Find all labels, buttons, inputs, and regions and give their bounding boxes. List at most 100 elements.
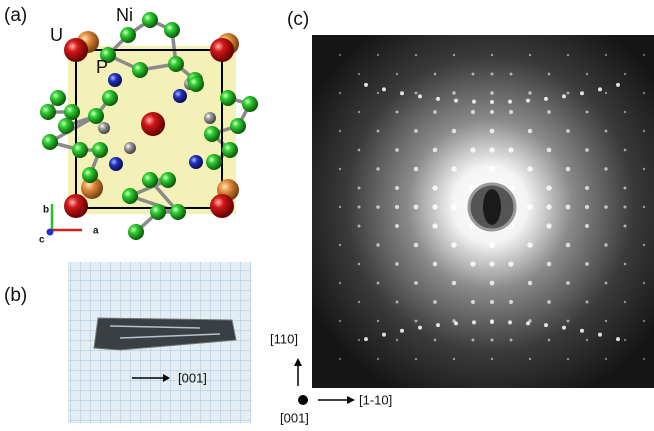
laue-spot — [436, 97, 440, 101]
laue-spot — [643, 358, 645, 360]
laue-spot — [547, 148, 552, 153]
laue-spot — [544, 97, 548, 101]
ni-atom — [188, 76, 204, 92]
laue-spot — [580, 329, 584, 333]
laue-spot — [395, 224, 399, 228]
p-atom — [108, 73, 122, 87]
ni-atom — [58, 118, 74, 134]
laue-spot — [414, 243, 419, 248]
laue-spot — [491, 54, 493, 56]
laue-spot — [472, 73, 475, 76]
laue-spot — [414, 205, 419, 210]
ni-atom — [122, 188, 138, 204]
laue-spot — [377, 54, 379, 56]
laue-spot — [585, 262, 589, 266]
laue-spot — [432, 223, 437, 228]
laue-spot — [624, 225, 627, 228]
ni-atom — [168, 56, 184, 72]
laue-spot — [527, 242, 533, 248]
laue-spot — [339, 206, 341, 208]
laue-spot — [643, 206, 645, 208]
laue-spot — [643, 92, 645, 94]
atom-label: P — [96, 57, 108, 77]
u-atom — [210, 194, 234, 218]
laue-spot — [358, 263, 361, 266]
direction-label: [110] — [270, 331, 298, 346]
laue-spot — [544, 323, 548, 327]
laue-spot — [489, 166, 495, 172]
laue-spot — [567, 54, 569, 56]
laue-spot — [451, 166, 457, 172]
ni-atom — [124, 142, 136, 154]
laue-spot — [395, 148, 399, 152]
laue-spot — [490, 281, 495, 286]
direction-label: [001] — [178, 370, 207, 385]
atom-label: U — [50, 25, 63, 45]
laue-spot — [624, 111, 626, 113]
laue-spot — [624, 187, 627, 190]
laue-spot — [339, 244, 341, 246]
laue-spot — [562, 94, 566, 98]
laue-spot — [339, 54, 341, 56]
laue-spot — [395, 205, 399, 209]
p-atom — [189, 155, 203, 169]
atom-label: Ni — [116, 5, 133, 25]
beam-stop-core — [483, 189, 501, 225]
laue-spot — [624, 73, 626, 75]
laue-spot — [471, 110, 475, 114]
laue-spot — [529, 54, 531, 56]
laue-spot — [396, 339, 398, 341]
laue-spot — [643, 130, 645, 132]
laue-spot — [491, 73, 494, 76]
laue-spot — [339, 358, 341, 360]
laue-spot — [605, 282, 608, 285]
laue-spot — [643, 54, 645, 56]
laue-spot — [432, 185, 437, 190]
ni-atom — [40, 104, 56, 120]
ni-atom — [220, 90, 236, 106]
laue-spot — [376, 167, 379, 170]
laue-spot — [491, 358, 493, 360]
laue-spot — [472, 320, 476, 324]
laue-spot — [377, 320, 379, 322]
laue-spot — [643, 320, 645, 322]
ni-atom — [222, 142, 238, 158]
laue-spot — [526, 99, 530, 103]
ni-atom — [142, 172, 158, 188]
laue-spot — [436, 323, 440, 327]
laue-spot — [566, 243, 571, 248]
axis-c — [47, 229, 54, 236]
laue-spot — [598, 333, 602, 337]
laue-spot — [415, 320, 418, 323]
laue-spot — [358, 301, 360, 303]
laue-spot — [547, 262, 552, 267]
laue-spot — [616, 337, 620, 341]
ni-atom — [102, 90, 118, 106]
laue-spot — [452, 91, 455, 94]
laue-spot — [604, 243, 607, 246]
laue-spot — [624, 263, 627, 266]
laue-spot — [562, 326, 566, 330]
p-atom — [109, 157, 123, 171]
laue-spot — [586, 301, 589, 304]
laue-spot — [453, 54, 455, 56]
ni-atom — [204, 126, 220, 142]
laue-spot — [452, 129, 457, 134]
laue-spot — [396, 301, 399, 304]
laue-spot — [527, 204, 533, 210]
laue-spot — [566, 129, 570, 133]
laue-spot — [624, 149, 627, 152]
laue-spot — [470, 147, 475, 152]
laue-spot — [489, 147, 494, 152]
page: (a) U Ni P b a c (b) [001] (c) [110] [1-… — [0, 0, 654, 431]
laue-spot — [546, 204, 551, 209]
laue-spot — [598, 87, 602, 91]
laue-spot — [547, 300, 551, 304]
laue-spot — [605, 54, 607, 56]
laue-spot — [624, 339, 626, 341]
ni-atom — [64, 104, 80, 120]
laue-spot — [508, 320, 512, 324]
laue-spot — [567, 320, 570, 323]
laue-spot — [529, 358, 531, 360]
u-atom — [64, 194, 88, 218]
